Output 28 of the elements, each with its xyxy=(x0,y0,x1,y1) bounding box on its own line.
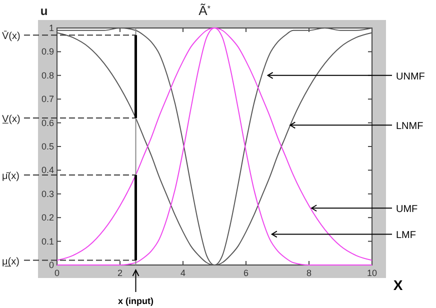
x-axis-title: X xyxy=(393,277,404,293)
y-axis-title: u xyxy=(40,4,48,18)
x-tick-label: 6 xyxy=(243,268,249,278)
chart-title: Ã$^{*}$ xyxy=(198,3,210,18)
y-tick-label: 0.1 xyxy=(41,236,54,246)
y-tick-label: 0.8 xyxy=(41,70,54,80)
x-tick-label: 8 xyxy=(306,268,312,278)
y-tick-label: 0.7 xyxy=(41,94,54,104)
text: LNMF xyxy=(396,121,424,132)
y-tick-label: 0.2 xyxy=(41,212,54,223)
x-tick-label: 4 xyxy=(180,268,186,278)
ref-line-label: μ̲(x) xyxy=(2,256,20,268)
text: LMF xyxy=(396,230,416,242)
text: UMF xyxy=(396,204,418,216)
ref-line-label: x (input) xyxy=(118,296,154,306)
y-tick-label: 0.4 xyxy=(41,165,54,176)
x-tick-label: 2 xyxy=(117,268,123,278)
text: UNMF xyxy=(396,71,425,82)
x-tick-label: 10 xyxy=(366,268,378,278)
ref-line-label: μ̄(x) xyxy=(2,170,20,182)
ref-line-label: V̲(x) xyxy=(2,114,20,126)
y-tick-label: 1 xyxy=(48,23,54,33)
y-tick-label: 0 xyxy=(48,260,54,270)
y-tick-label: 0.6 xyxy=(41,118,54,128)
y-tick-label: 0.9 xyxy=(41,46,54,57)
ref-line-label: V̄(x) xyxy=(2,30,20,42)
y-tick-label: 0.5 xyxy=(41,142,54,152)
y-tick-label: 0.3 xyxy=(41,188,54,199)
